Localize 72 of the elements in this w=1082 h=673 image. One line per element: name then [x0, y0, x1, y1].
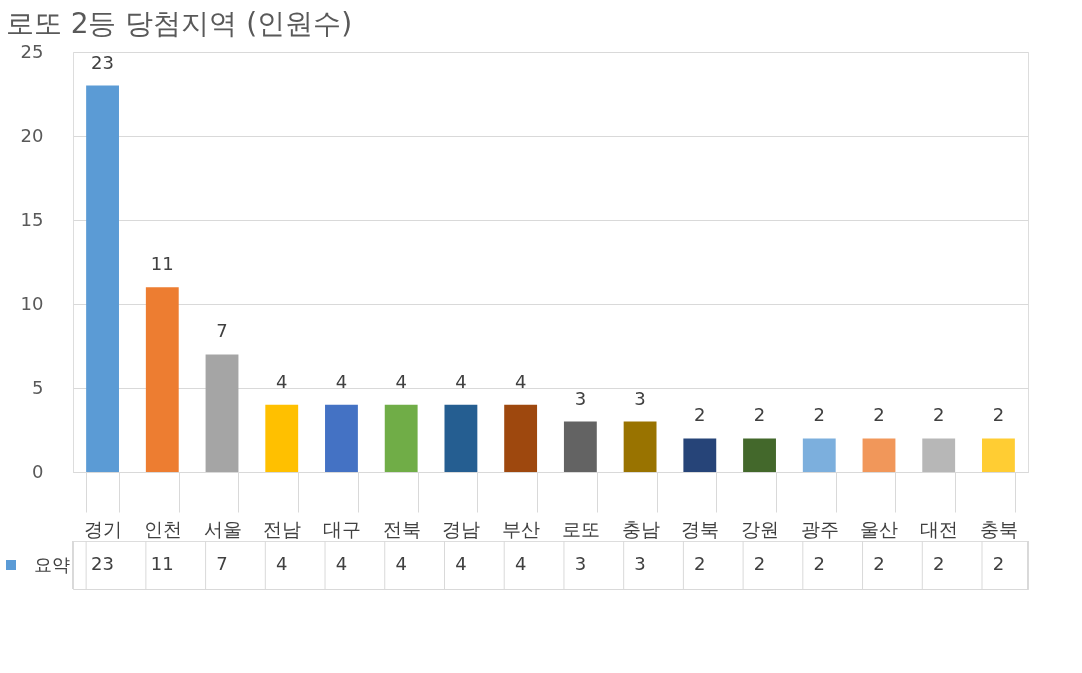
data-label: 11 [150, 253, 174, 275]
x-tick-label: 충남 [621, 517, 660, 540]
text: 3 [634, 553, 646, 574]
x-tick-label: 울산 [860, 517, 899, 540]
bar [862, 438, 896, 472]
data-label: 3 [574, 387, 587, 409]
x-tick-label: 전남 [263, 517, 302, 540]
x-tick-label: 대전 [920, 517, 959, 540]
bar [205, 354, 239, 472]
data-label: 7 [216, 320, 228, 342]
text: 2 [992, 553, 1005, 574]
bar [504, 404, 538, 472]
data-label: 23 [91, 51, 115, 73]
text: 2 [932, 553, 945, 574]
text: 3 [574, 553, 587, 574]
y-tick-label: 15 [20, 208, 44, 230]
bar [802, 438, 836, 472]
data-label: 2 [753, 404, 766, 426]
text: 7 [216, 553, 228, 574]
bar [623, 421, 657, 472]
data-label: 2 [932, 404, 945, 426]
x-tick-label: 인천 [143, 517, 182, 540]
bar [265, 404, 299, 472]
data-label: 2 [813, 404, 825, 426]
data-label: 4 [335, 370, 348, 392]
bar [982, 438, 1015, 472]
chart-title: 로또 2등 당첨지역 (인원수) [5, 6, 353, 40]
bar [444, 404, 478, 472]
bar [922, 438, 956, 472]
x-tick-label: 경기 [84, 517, 123, 540]
y-tick-label: 10 [20, 292, 44, 314]
data-label: 4 [514, 370, 527, 392]
x-tick-label: 전북 [382, 517, 421, 540]
text: 23 [91, 553, 115, 574]
data-label: 4 [455, 370, 467, 392]
bar [563, 421, 597, 472]
bar [683, 438, 717, 472]
bar [384, 404, 418, 472]
text: 2 [873, 553, 885, 574]
x-tick-label: 서울 [203, 517, 242, 540]
bar [145, 287, 179, 472]
bar [743, 438, 776, 472]
data-label: 2 [992, 404, 1005, 426]
data-label: 4 [276, 370, 288, 392]
bar [325, 404, 358, 472]
y-tick-label: 25 [20, 40, 44, 62]
text: 4 [455, 553, 467, 574]
x-tick-label: 부산 [502, 517, 541, 540]
y-tick-label: 0 [32, 460, 44, 482]
data-label: 4 [395, 370, 407, 392]
x-tick-label: 경북 [681, 517, 720, 540]
text: 4 [514, 553, 527, 574]
data-label: 2 [873, 404, 885, 426]
text: 2 [753, 553, 766, 574]
x-tick-label: 대구 [322, 517, 361, 540]
x-tick-label: 경남 [442, 517, 481, 540]
bar [86, 85, 119, 472]
x-tick-label: 충북 [979, 517, 1018, 540]
text: 2 [813, 553, 825, 574]
x-tick-label: 광주 [800, 517, 839, 540]
data-label: 3 [634, 387, 646, 409]
text: 2 [694, 553, 706, 574]
text: 4 [335, 553, 348, 574]
text: 4 [276, 553, 288, 574]
y-tick-label: 20 [20, 124, 44, 146]
x-tick-label: 강원 [741, 517, 780, 540]
y-tick-label: 5 [32, 376, 44, 398]
text: 4 [395, 553, 407, 574]
x-tick-label: 로또 [561, 517, 600, 540]
legend-label: 요약 [33, 553, 70, 575]
text: 11 [150, 553, 174, 574]
data-label: 2 [694, 404, 706, 426]
